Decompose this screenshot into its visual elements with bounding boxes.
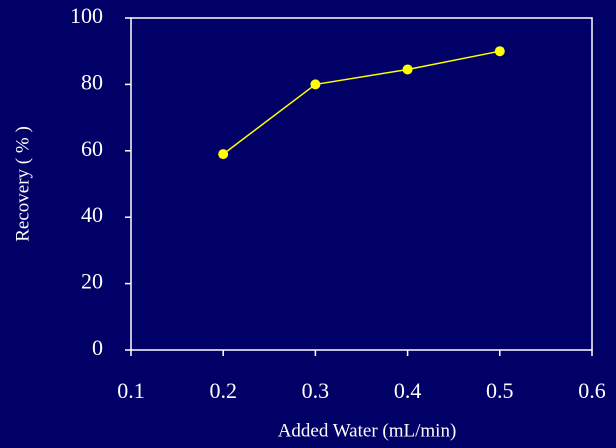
y-tick-label: 60 <box>81 136 103 161</box>
x-tick-label: 0.5 <box>486 378 514 403</box>
x-axis-title: Added Water (mL/min) <box>278 420 457 441</box>
data-point <box>310 79 321 90</box>
x-tick-label: 0.4 <box>394 378 422 403</box>
x-tick-label: 0.2 <box>209 378 237 403</box>
data-point <box>218 149 229 160</box>
data-line <box>222 50 500 155</box>
y-tick-label: 20 <box>81 269 103 294</box>
y-axis-title: Recovery ( % ) <box>12 126 33 242</box>
x-tick-label: 0.1 <box>117 378 145 403</box>
plot-frame <box>130 17 593 351</box>
data-point <box>402 64 413 75</box>
y-tick-label: 100 <box>70 3 103 28</box>
x-tick-label: 0.6 <box>578 378 606 403</box>
data-point <box>494 46 505 57</box>
y-tick-label: 80 <box>81 69 103 94</box>
y-tick-label: 40 <box>81 202 103 227</box>
y-tick-label: 0 <box>92 335 103 360</box>
x-tick-label: 0.3 <box>302 378 330 403</box>
